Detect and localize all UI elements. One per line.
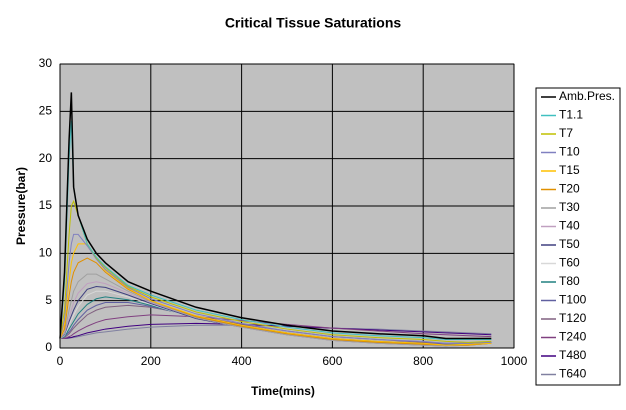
series-line <box>59 273 492 347</box>
series-line <box>60 322 492 340</box>
legend-label: T7 <box>559 126 573 140</box>
y-tick-label: 0 <box>45 340 52 354</box>
x-tick-label: 1000 <box>501 354 528 368</box>
y-tick-label: 25 <box>39 104 53 118</box>
x-tick-label: 0 <box>57 354 64 368</box>
chart-title: Critical Tissue Saturations <box>225 15 402 31</box>
series-line <box>59 233 492 344</box>
legend-label: T30 <box>559 200 580 214</box>
legend-label: T120 <box>559 311 587 325</box>
legend-label: T1.1 <box>559 108 583 122</box>
series-line <box>60 314 492 340</box>
x-tick-label: 800 <box>413 354 433 368</box>
legend-label: T80 <box>559 274 580 288</box>
y-tick-label: 10 <box>39 246 53 260</box>
x-tick-label: 400 <box>232 354 252 368</box>
series-line <box>59 199 492 343</box>
legend-label: T100 <box>559 293 587 307</box>
x-axis-label: Time(mins) <box>251 384 315 398</box>
legend-label: T480 <box>559 348 587 362</box>
legend-label: T40 <box>559 219 580 233</box>
legend-label: T60 <box>559 256 580 270</box>
series-line <box>59 92 492 340</box>
y-tick-label: 5 <box>45 293 52 307</box>
x-tick-label: 200 <box>141 354 161 368</box>
legend-label: T15 <box>559 163 580 177</box>
legend-label: T20 <box>559 182 580 196</box>
x-tick-label: 600 <box>322 354 342 368</box>
legend-label: T640 <box>559 367 587 381</box>
legend-label: T50 <box>559 237 580 251</box>
y-tick-label: 20 <box>39 151 53 165</box>
y-tick-label: 15 <box>39 198 53 212</box>
y-axis-label: Pressure(bar) <box>14 167 28 245</box>
legend-label: Amb.Pres. <box>559 89 615 103</box>
series-line <box>59 304 492 344</box>
legend-label: T240 <box>559 330 587 344</box>
y-tick-label: 30 <box>39 56 53 70</box>
legend-label: T10 <box>559 145 580 159</box>
legend-box <box>535 87 621 386</box>
series-line <box>59 243 492 346</box>
